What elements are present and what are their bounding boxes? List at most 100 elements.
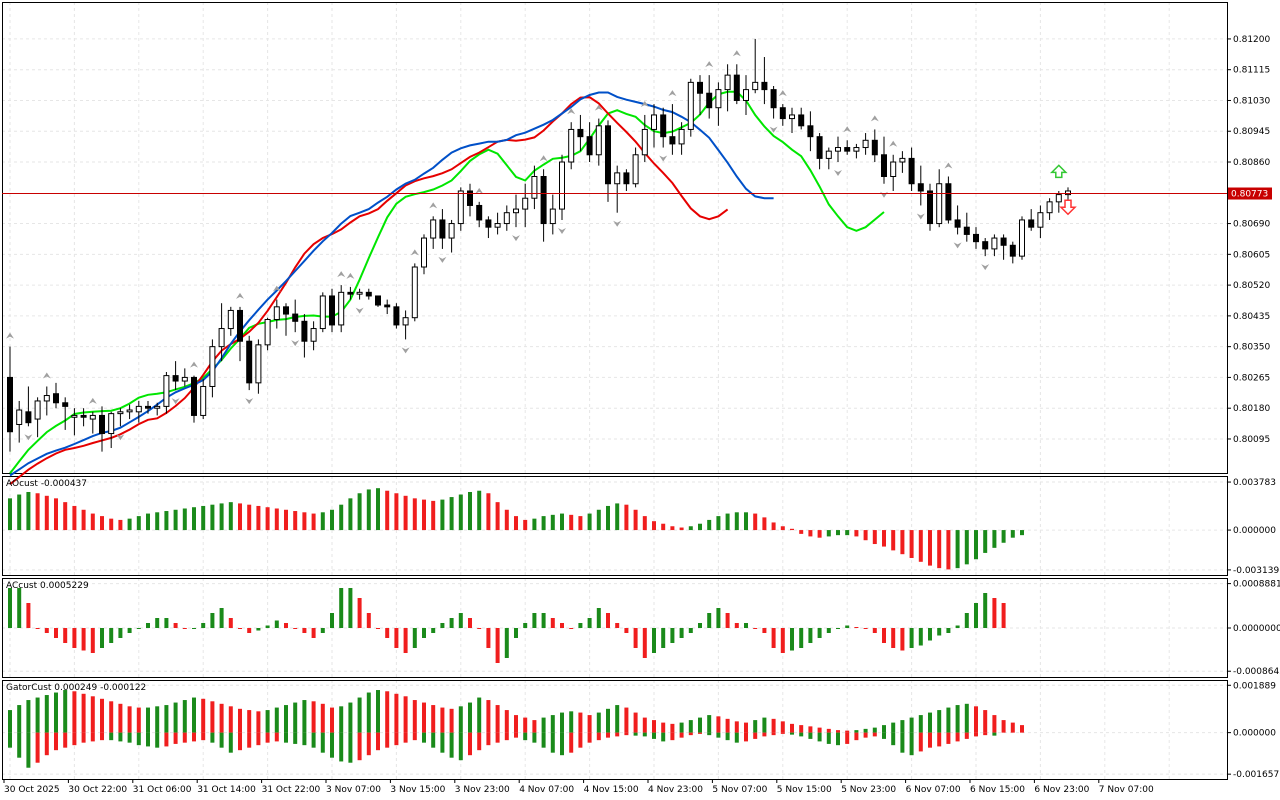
ac-histogram-bar xyxy=(210,613,215,628)
candle xyxy=(80,408,87,427)
candle-body-bearish xyxy=(476,204,483,221)
candle-body-bearish xyxy=(660,114,667,138)
candle-body-bullish xyxy=(641,128,648,156)
ao-histogram-bar xyxy=(560,513,564,531)
ao-histogram-bar xyxy=(17,494,22,531)
candle-body-bearish xyxy=(706,92,713,109)
fractal-down-icon xyxy=(116,434,125,441)
fractal-up-icon xyxy=(190,361,198,368)
panel-frame xyxy=(2,2,1228,474)
candle-body-bullish xyxy=(264,318,271,346)
fractal-up-icon xyxy=(944,162,953,169)
gator-upper-bar xyxy=(109,701,114,733)
gator-upper-bar xyxy=(707,715,712,733)
y-tick-label: 0.80350 xyxy=(1233,343,1270,353)
ac-histogram-bar xyxy=(900,628,905,651)
gator-lower-bar xyxy=(891,732,896,746)
candle-body-bullish xyxy=(789,114,795,120)
candle-body-bullish xyxy=(549,208,556,225)
ao-histogram-bar xyxy=(228,502,233,531)
gator-lower-bar xyxy=(817,732,822,742)
ac-histogram-bar xyxy=(8,588,12,628)
candle xyxy=(191,375,197,423)
ao-histogram-bar xyxy=(550,514,555,531)
candle-body-bullish xyxy=(890,161,897,177)
gator-upper-bar xyxy=(983,710,988,733)
candle xyxy=(62,397,69,430)
candle-body-bullish xyxy=(835,147,841,152)
candle-body-bearish xyxy=(540,175,547,225)
gator-upper-bar xyxy=(826,728,831,733)
ao-histogram-bar xyxy=(744,512,748,531)
ac-panel-label: ACcust 0.0005229 xyxy=(6,581,89,591)
ao-histogram-bar xyxy=(109,518,114,531)
gator-lower-bar xyxy=(63,732,68,748)
candle-body-bullish xyxy=(651,114,657,130)
candle xyxy=(181,368,188,387)
ac-histogram-bar xyxy=(458,613,463,628)
gator-lower-bar xyxy=(964,732,969,739)
ao-histogram-bar xyxy=(311,513,316,531)
gator-upper-bar xyxy=(900,720,905,733)
sell-signal-arrow-icon xyxy=(1059,199,1077,216)
gator-lower-bar xyxy=(578,732,583,748)
gator-lower-bar xyxy=(688,732,693,736)
candle-body-bullish xyxy=(411,266,418,319)
ac-histogram-bar xyxy=(17,588,22,628)
ac-histogram-bar xyxy=(477,628,482,629)
candle-body-bullish xyxy=(218,328,225,348)
ao-histogram-bar xyxy=(826,530,831,537)
ao-histogram-bar xyxy=(688,526,693,531)
candle xyxy=(163,371,170,414)
ao-histogram-bar xyxy=(44,495,49,531)
ac-histogram-bar xyxy=(348,588,353,628)
ac-histogram-bar xyxy=(688,628,693,633)
candle xyxy=(678,122,685,155)
candle-body-bearish xyxy=(945,183,952,221)
gator-upper-bar xyxy=(118,703,123,733)
gator-upper-bar xyxy=(376,690,380,733)
ao-histogram-bar xyxy=(541,516,546,531)
ao-histogram-bar xyxy=(569,514,574,531)
ac-histogram-bar xyxy=(26,603,31,628)
fractal-up-icon xyxy=(889,140,898,147)
candle-body-bullish xyxy=(899,157,906,163)
gator-upper-bar xyxy=(661,722,666,733)
gator-upper-bar xyxy=(8,710,12,733)
ac-histogram-bar xyxy=(615,623,620,628)
candle-body-bullish xyxy=(154,405,161,409)
gator-lower-bar xyxy=(468,732,472,756)
x-axis-label: 5 Nov 07:00 xyxy=(712,785,767,795)
candle xyxy=(605,120,611,202)
candle-body-bearish xyxy=(375,295,381,306)
ac-histogram-bar xyxy=(412,628,417,648)
ac-histogram-bar xyxy=(587,618,592,628)
candle xyxy=(89,411,96,434)
ac-histogram-bar xyxy=(54,628,58,638)
candle-body-bearish xyxy=(80,414,87,418)
candle-body-bearish xyxy=(191,376,197,416)
candle xyxy=(568,122,575,170)
ao-histogram-bar xyxy=(357,493,362,531)
ac-histogram-bar xyxy=(863,628,868,629)
gator-upper-bar xyxy=(863,728,868,733)
candle xyxy=(172,361,179,391)
gator-lower-bar xyxy=(238,732,242,751)
ao-histogram-bar xyxy=(514,516,518,531)
gator-upper-bar xyxy=(146,707,150,733)
gator-upper-bar xyxy=(155,706,160,733)
candle xyxy=(623,169,630,191)
gator-upper-bar xyxy=(909,717,914,733)
candle-body-bullish xyxy=(1055,194,1062,203)
gator-upper-bar xyxy=(192,697,196,733)
gator-lower-bar xyxy=(256,732,261,746)
ac-histogram-bar xyxy=(63,628,68,643)
candle-body-bullish xyxy=(1037,212,1044,228)
candle-body-bearish xyxy=(329,295,335,326)
gator-lower-bar xyxy=(872,732,877,737)
candle xyxy=(329,288,335,333)
candle-body-bearish xyxy=(1028,219,1035,228)
ac-histogram-bar xyxy=(633,628,638,648)
ao-histogram-bar xyxy=(127,518,132,531)
